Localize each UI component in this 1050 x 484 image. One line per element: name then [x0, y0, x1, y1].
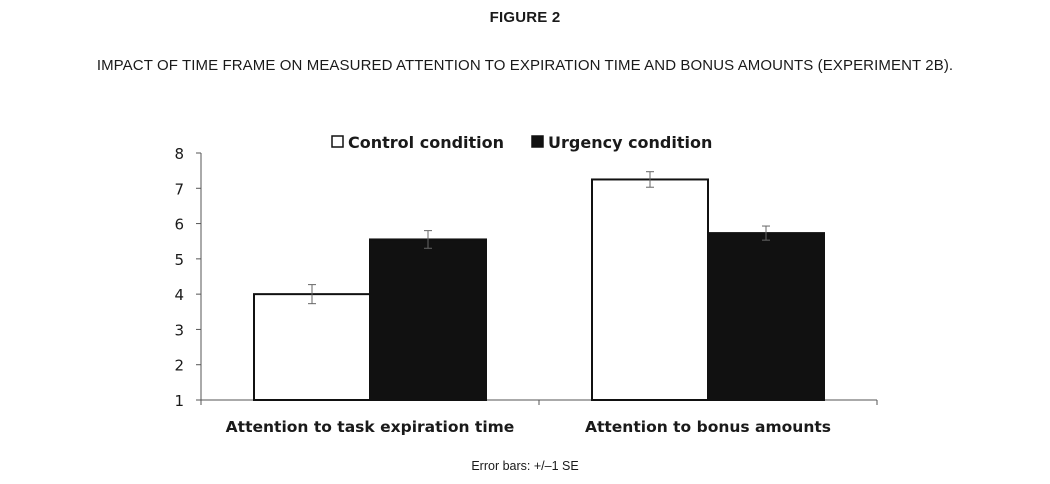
legend-swatch-control	[331, 135, 344, 148]
figure-label: FIGURE 2	[489, 9, 561, 26]
y-tick-label: 3	[174, 321, 184, 339]
legend-label-control: Control condition	[348, 133, 504, 152]
x-category-label: Attention to task expiration time	[226, 418, 515, 436]
bar-urgency	[369, 238, 487, 401]
y-tick-label: 5	[174, 251, 184, 269]
bar-control	[591, 178, 709, 401]
bar-control	[253, 293, 371, 401]
y-tick-label: 2	[174, 357, 184, 375]
legend-label-urgency: Urgency condition	[548, 133, 712, 152]
y-tick-label: 8	[174, 145, 184, 163]
y-tick-label: 7	[174, 180, 184, 198]
legend-swatch-urgency	[531, 135, 544, 148]
x-category-label: Attention to bonus amounts	[585, 418, 831, 436]
y-tick-label: 4	[174, 286, 184, 304]
y-tick-label: 6	[174, 216, 184, 234]
bar-urgency	[707, 232, 825, 401]
y-tick-label: 1	[174, 392, 184, 410]
error-bars-note: Error bars: +/–1 SE	[471, 459, 579, 473]
figure-title: IMPACT OF TIME FRAME ON MEASURED ATTENTI…	[96, 57, 954, 74]
